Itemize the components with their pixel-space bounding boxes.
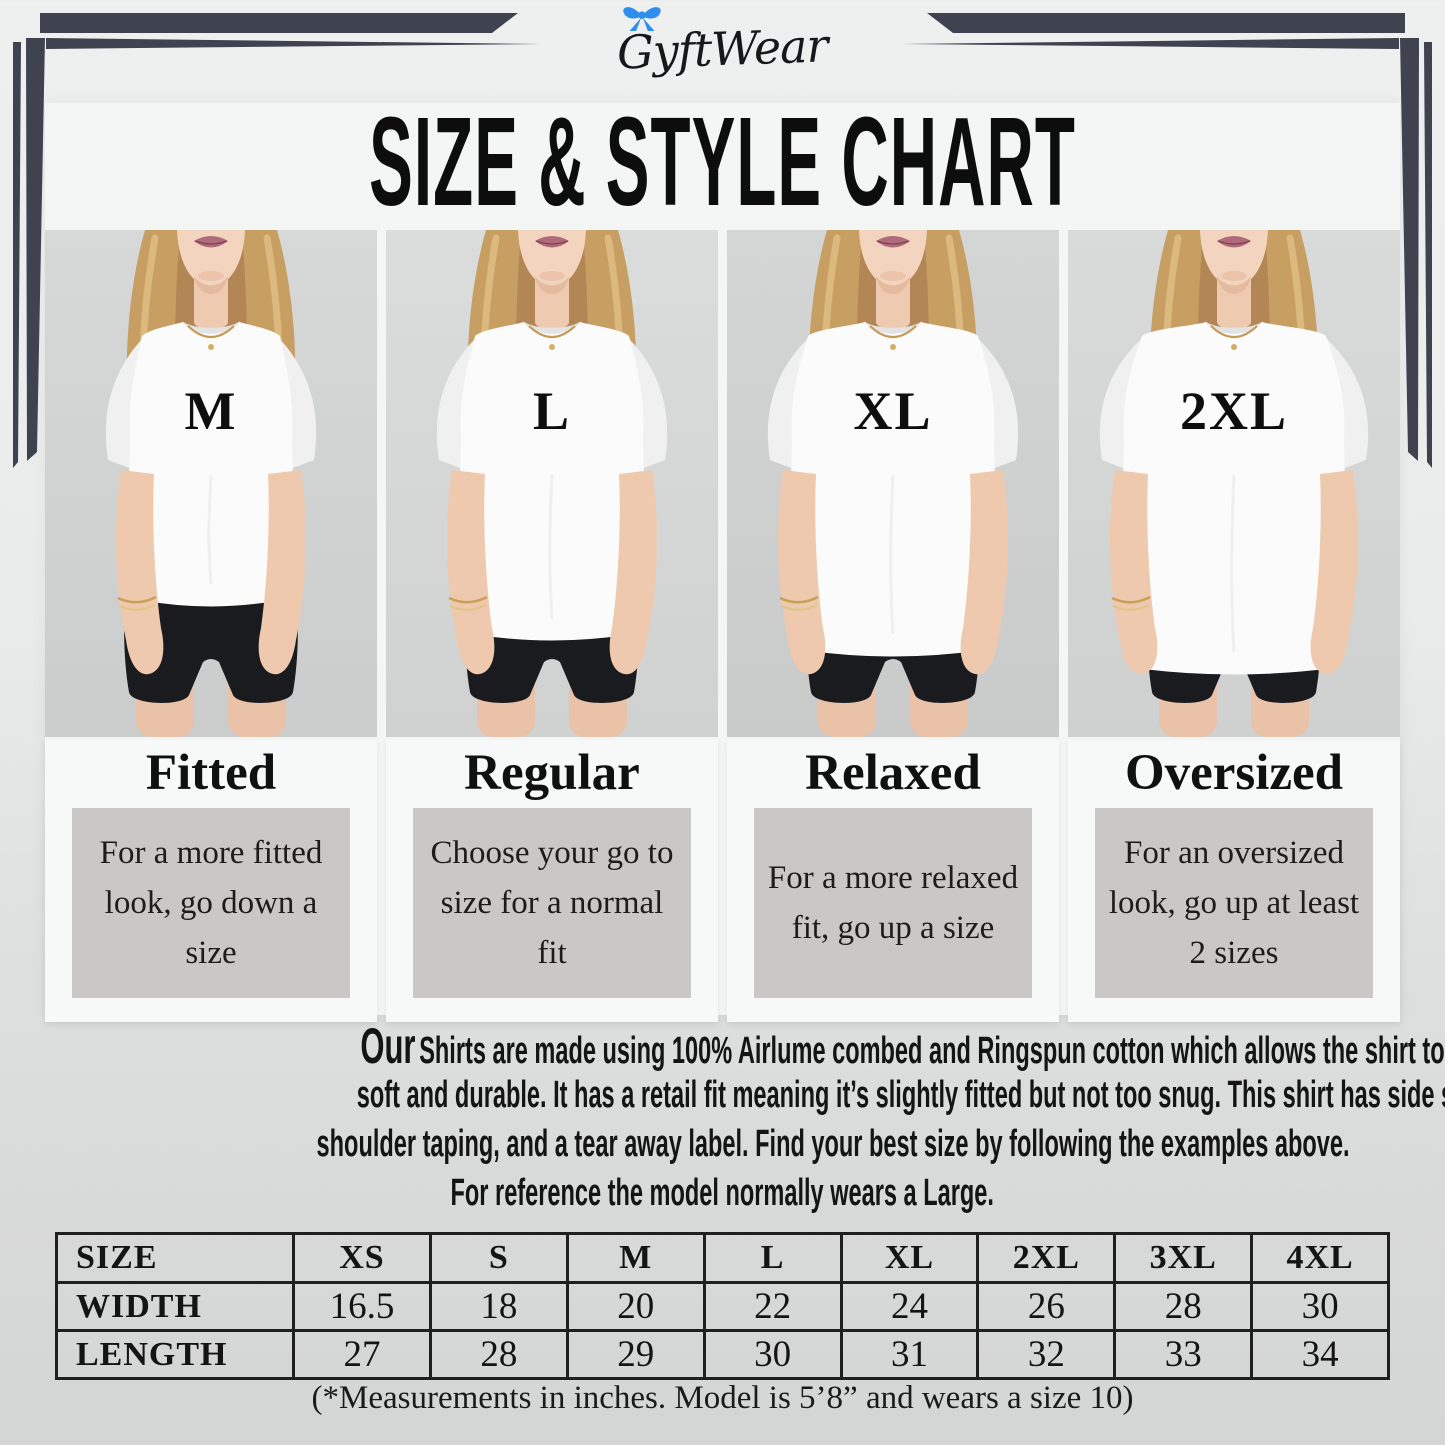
size-label: M <box>184 381 238 441</box>
table-cell: 24 <box>839 1281 980 1332</box>
table-cell: 28 <box>1113 1281 1254 1332</box>
table-row-label: LENGTH <box>55 1329 295 1380</box>
model-photo-illustration <box>386 230 718 737</box>
fabric-description: OurShirts are made using 100% Airlume co… <box>0 1021 1445 1218</box>
size-table: SIZE XS S M L XL 2XL 3XL 4XL WIDTH 16.5 … <box>55 1232 1390 1380</box>
table-row-label: WIDTH <box>55 1281 295 1332</box>
table-cell: 30 <box>1250 1281 1390 1332</box>
table-header-cell: M <box>565 1232 706 1284</box>
style-description: For an oversized look, go up at least 2 … <box>1095 808 1373 998</box>
table-cell: 33 <box>1113 1329 1254 1380</box>
style-description: Choose your go to size for a normal fit <box>413 808 691 998</box>
table-cell: 26 <box>976 1281 1117 1332</box>
style-cards: Fitted For a more fitted look, go down a… <box>45 740 1400 1022</box>
brand-logo-wrap: GyftWear <box>616 7 829 80</box>
style-card-fitted: Fitted For a more fitted look, go down a… <box>45 740 377 1022</box>
size-label: L <box>532 381 572 441</box>
paragraph-line-2: soft and durable. It has a retail fit me… <box>356 1074 1445 1116</box>
table-header-cell: 2XL <box>976 1232 1117 1284</box>
model-photos: M L XL 2XL <box>45 230 1400 737</box>
paragraph-line-1: Shirts are made using 100% Airlume combe… <box>419 1030 1445 1072</box>
paragraph-lead-word: Our <box>360 1018 416 1074</box>
style-card-relaxed: Relaxed For a more relaxed fit, go up a … <box>727 740 1059 1022</box>
page-title-text: SIZE & STYLE CHART <box>369 91 1076 232</box>
table-cell: 16.5 <box>292 1281 432 1332</box>
model-photo-illustration <box>727 230 1059 737</box>
style-card-regular: Regular Choose your go to size for a nor… <box>386 740 718 1022</box>
model-photo-l: L <box>386 230 718 737</box>
fabric-description-line: shoulder taping, and a tear away label. … <box>0 1120 1445 1169</box>
table-cell: 18 <box>428 1281 569 1332</box>
style-description: For a more relaxed fit, go up a size <box>754 808 1032 998</box>
model-photo-xl: XL <box>727 230 1059 737</box>
model-photo-2xl: 2XL <box>1068 230 1400 737</box>
table-header-cell: 3XL <box>1113 1232 1254 1284</box>
model-photo-m: M <box>45 230 377 737</box>
table-cell: 28 <box>428 1329 569 1380</box>
ribbon-bow-icon <box>623 7 661 31</box>
measurements-footnote: (*Measurements in inches. Model is 5’8” … <box>311 1380 1134 1416</box>
table-cell: 20 <box>565 1281 706 1332</box>
paragraph-line-4: For reference the model normally wears a… <box>450 1172 995 1214</box>
brand-logo: GyftWear <box>0 7 1445 80</box>
fabric-description-line: For reference the model normally wears a… <box>0 1169 1445 1218</box>
table-cell: 22 <box>702 1281 843 1332</box>
style-card-oversized: Oversized For an oversized look, go up a… <box>1068 740 1400 1022</box>
style-name: Fitted <box>145 745 277 801</box>
table-row-width: WIDTH 16.5 18 20 22 24 26 28 30 <box>55 1281 1390 1332</box>
style-name: Oversized <box>1124 745 1344 801</box>
table-header-cell: 4XL <box>1250 1232 1390 1284</box>
table-cell: 34 <box>1250 1329 1390 1380</box>
style-description: For a more fitted look, go down a size <box>72 808 350 998</box>
table-cell: 32 <box>976 1329 1117 1380</box>
style-name: Relaxed <box>805 745 981 801</box>
paragraph-line-3: shoulder taping, and a tear away label. … <box>316 1123 1350 1165</box>
size-label: 2XL <box>1179 381 1288 441</box>
fabric-description-line: soft and durable. It has a retail fit me… <box>0 1071 1445 1120</box>
fabric-description-line: OurShirts are made using 100% Airlume co… <box>0 1021 1445 1072</box>
table-cell: 30 <box>702 1329 843 1380</box>
table-header-cell: XL <box>839 1232 980 1284</box>
table-header-row: SIZE XS S M L XL 2XL 3XL 4XL <box>55 1232 1390 1284</box>
page-title: SIZE & STYLE CHART <box>0 91 1445 232</box>
table-header-cell: L <box>702 1232 843 1284</box>
table-row-length: LENGTH 27 28 29 30 31 32 33 34 <box>55 1329 1390 1380</box>
brand-logo-text: GyftWear <box>616 18 829 80</box>
table-cell: 27 <box>292 1329 432 1380</box>
table-header-cell: SIZE <box>55 1232 295 1284</box>
size-label: XL <box>853 381 933 441</box>
table-cell: 29 <box>565 1329 706 1380</box>
style-name: Regular <box>464 745 640 801</box>
model-photo-illustration <box>1068 230 1400 737</box>
model-photo-illustration <box>45 230 377 737</box>
table-header-cell: S <box>428 1232 569 1284</box>
table-cell: 31 <box>839 1329 980 1380</box>
table-header-cell: XS <box>292 1232 432 1284</box>
